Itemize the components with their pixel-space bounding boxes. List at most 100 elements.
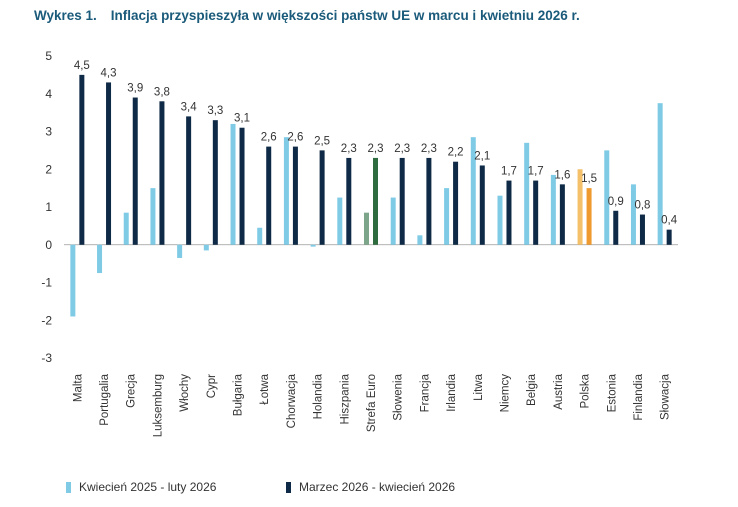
bar-series2 xyxy=(239,127,245,245)
bar-series2 xyxy=(559,184,565,245)
x-category-label: Cypr xyxy=(206,374,218,398)
bar-series1 xyxy=(524,142,530,245)
y-tick-label: -1 xyxy=(41,276,52,290)
bar-series1 xyxy=(310,244,316,247)
bar-series1 xyxy=(657,103,663,245)
bar-series1 xyxy=(97,244,103,274)
data-label: 1,6 xyxy=(554,169,570,181)
data-label: 2,3 xyxy=(341,143,357,155)
bar-series2 xyxy=(479,165,485,245)
bar-series1 xyxy=(497,195,503,245)
bar-series1 xyxy=(230,123,236,245)
legend-swatch-series2 xyxy=(286,481,291,493)
data-label: 4,3 xyxy=(101,67,117,79)
y-tick-label: 1 xyxy=(45,200,52,214)
legend-label-series1: Kwiecień 2025 - luty 2026 xyxy=(79,480,217,494)
chart-title: Wykres 1. Inflacja przyspieszyła w większ… xyxy=(34,8,580,23)
data-label: 0,9 xyxy=(608,196,624,208)
bar-series1 xyxy=(604,150,610,245)
bar-series1 xyxy=(390,197,396,245)
x-category-label: Słowenia xyxy=(393,373,405,420)
bar-series2 xyxy=(586,188,592,245)
bar-series2 xyxy=(453,161,459,245)
bar-series1 xyxy=(364,212,369,245)
x-category-label: Litwa xyxy=(473,373,485,400)
data-label: 1,7 xyxy=(501,166,517,178)
x-category-label: Strefa Euro xyxy=(366,374,378,432)
x-category-label: Finlandia xyxy=(633,373,645,420)
x-category-label: Irlandia xyxy=(446,373,458,411)
x-category-label: Portugalia xyxy=(99,373,111,425)
bar-series1 xyxy=(337,197,343,245)
data-label: 3,1 xyxy=(234,113,250,125)
y-tick-label: 4 xyxy=(45,87,52,101)
bar-series1 xyxy=(283,137,289,245)
x-category-label: Austria xyxy=(553,373,565,409)
y-tick-label: 2 xyxy=(45,162,52,176)
x-category-label: Francja xyxy=(419,373,431,412)
bar-series1 xyxy=(444,188,450,245)
data-label: 0,8 xyxy=(634,200,650,212)
bar-series1 xyxy=(177,244,183,258)
bar-series2 xyxy=(533,180,539,245)
bar-series2 xyxy=(186,116,192,245)
bar-series2 xyxy=(346,157,352,245)
data-label: 2,5 xyxy=(314,135,330,147)
bar-series2 xyxy=(373,157,378,245)
y-tick-label: -3 xyxy=(41,351,52,365)
chart-number: Wykres 1. xyxy=(34,8,97,23)
bar-series1 xyxy=(150,188,156,245)
bar-series1 xyxy=(417,235,423,245)
x-category-label: Belgia xyxy=(526,373,538,406)
legend-label-series2: Marzec 2026 - kwiecień 2026 xyxy=(299,480,456,494)
bar-series1 xyxy=(203,244,209,251)
data-label: 2,2 xyxy=(448,147,464,159)
legend-item-series1: Kwiecień 2025 - luty 2026 xyxy=(66,480,216,494)
bar-series2 xyxy=(613,210,619,245)
data-label: 3,9 xyxy=(127,83,143,95)
x-category-label: Malta xyxy=(72,373,84,402)
data-label: 2,6 xyxy=(261,132,277,144)
bar-series2 xyxy=(159,101,165,245)
y-tick-label: -2 xyxy=(41,313,52,327)
legend-swatch-series1 xyxy=(66,481,71,493)
bar-series2 xyxy=(506,180,512,245)
data-label: 3,4 xyxy=(181,101,198,113)
data-label: 2,3 xyxy=(394,143,410,155)
data-label: 0,4 xyxy=(661,215,678,227)
bar-series2 xyxy=(292,146,298,245)
data-label: 3,3 xyxy=(207,105,223,117)
bar-series2 xyxy=(132,97,138,245)
data-label: 1,5 xyxy=(581,173,597,185)
x-category-label: Holandia xyxy=(313,373,325,419)
bar-series2 xyxy=(319,150,325,245)
bar-series2 xyxy=(426,157,432,245)
legend-item-series2: Marzec 2026 - kwiecień 2026 xyxy=(286,480,455,494)
bar-series2 xyxy=(106,82,112,245)
data-label: 2,3 xyxy=(368,143,384,155)
y-tick-label: 3 xyxy=(45,125,52,139)
data-label: 2,6 xyxy=(287,132,303,144)
data-label: 2,3 xyxy=(421,143,437,155)
bar-series1 xyxy=(550,174,556,245)
bar-series2 xyxy=(212,120,218,245)
bar-series2 xyxy=(639,214,645,245)
bar-series2 xyxy=(666,229,672,245)
x-category-label: Łotwa xyxy=(259,373,271,404)
bar-series1 xyxy=(630,184,636,245)
x-category-label: Hiszpania xyxy=(339,373,351,424)
y-tick-label: 5 xyxy=(45,49,52,63)
data-label: 4,5 xyxy=(74,60,90,72)
x-category-label: Luksemburg xyxy=(152,374,164,437)
bar-series2 xyxy=(79,74,85,245)
x-category-label: Niemcy xyxy=(499,374,511,413)
y-tick-label: 0 xyxy=(45,238,52,252)
data-label: 1,7 xyxy=(528,166,544,178)
bar-series1 xyxy=(257,227,263,245)
bar-series1 xyxy=(70,244,76,317)
chart-title-text: Inflacja przyspieszyła w większości pańs… xyxy=(110,8,580,23)
bar-series1 xyxy=(470,137,476,245)
x-category-label: Słowacja xyxy=(660,373,672,420)
x-category-label: Bułgaria xyxy=(233,373,245,416)
